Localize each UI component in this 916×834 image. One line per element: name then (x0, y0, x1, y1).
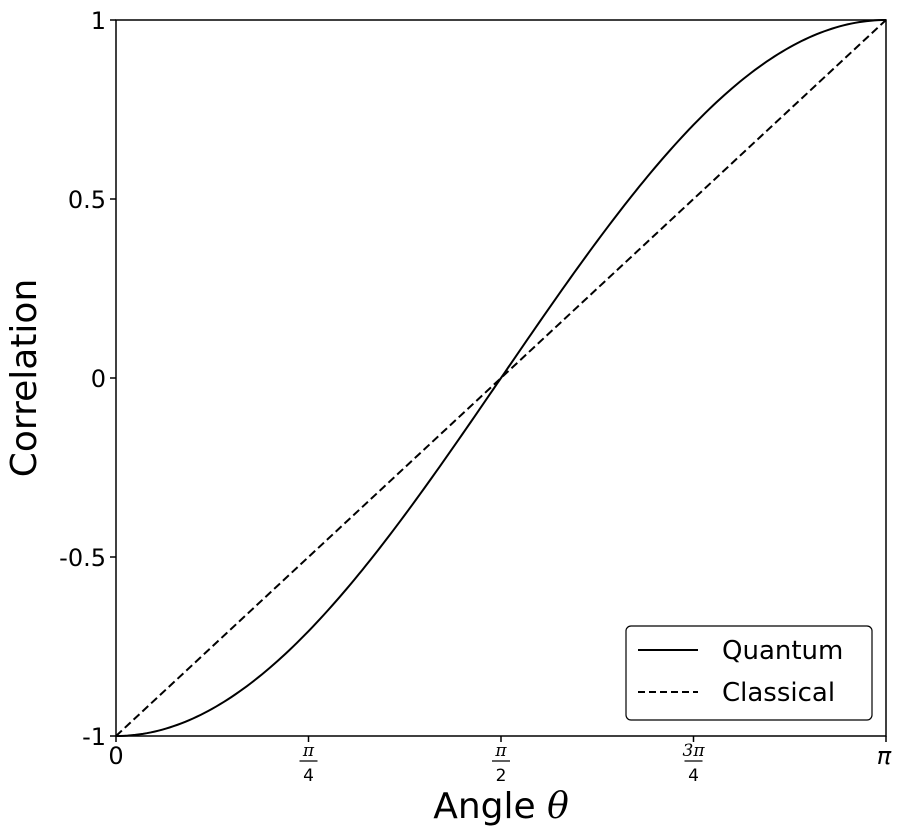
x-axis-label-symbol: θ (547, 786, 569, 827)
ticks (110, 19, 887, 742)
y-tick-label: 0 (91, 365, 106, 393)
y-tick-label: -1 (82, 723, 106, 751)
x-tick-label-denominator: 4 (303, 766, 314, 786)
x-tick-label: π2 (492, 741, 510, 786)
x-tick-label: 3π4 (683, 741, 706, 786)
x-tick-label-numerator: 3π (683, 741, 706, 761)
x-tick-label-numerator: π (494, 741, 507, 761)
y-tick-label: -0.5 (59, 544, 106, 572)
x-tick-label: 0 (108, 742, 123, 770)
legend-label-classical: Classical (722, 678, 835, 708)
x-axis-label: Angle θ (433, 786, 569, 827)
x-tick-label: π (877, 742, 892, 770)
series-line-classical (115, 19, 887, 737)
x-tick-label-denominator: 4 (688, 766, 699, 786)
legend: Quantum Classical (625, 625, 873, 721)
x-tick-label: π4 (299, 741, 318, 786)
y-axis-label: Correlation (4, 279, 45, 478)
y-tick-label: 1 (91, 7, 106, 35)
plot-lines (115, 19, 887, 737)
series-line-quantum (115, 19, 887, 737)
y-tick-label: 0.5 (68, 186, 106, 214)
x-tick-label-denominator: 2 (496, 766, 507, 786)
x-tick-label-numerator: π (302, 741, 315, 761)
legend-label-quantum: Quantum (722, 636, 843, 666)
x-axis-label-text: Angle (433, 786, 547, 827)
